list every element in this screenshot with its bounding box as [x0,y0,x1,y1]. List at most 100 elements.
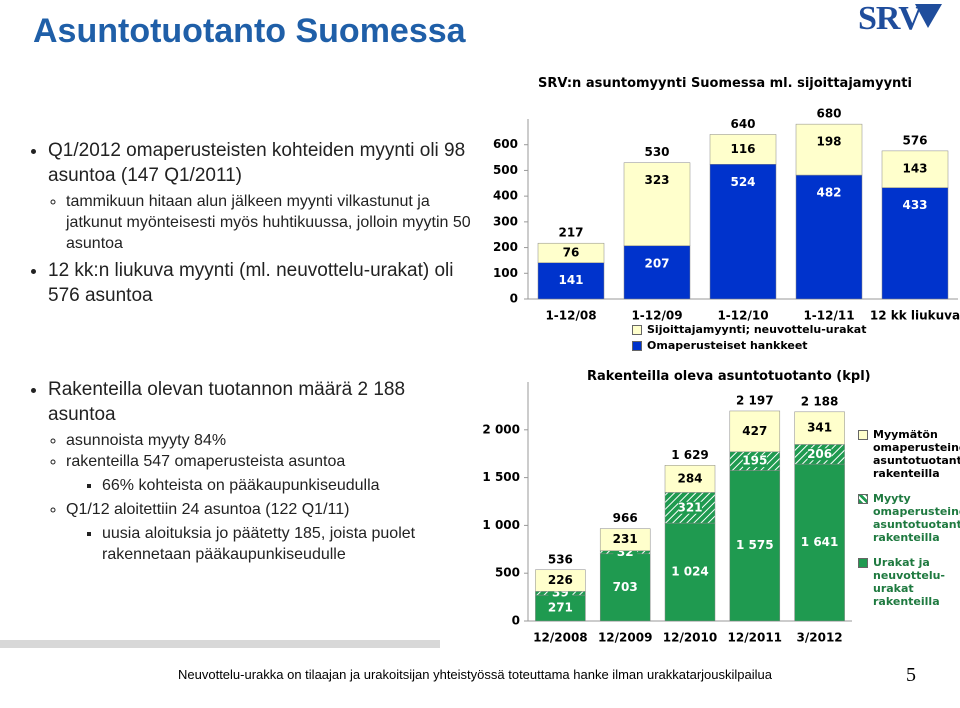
total-label: 2 197 [736,393,774,407]
legend-entry: Omaperusteiset hankkeet [632,339,866,352]
bullet-text: tammikuun hitaan alun jälkeen myynti vil… [66,193,471,252]
legend-swatch [858,430,868,440]
page-number: 5 [906,664,916,686]
bar-segment [535,569,586,592]
bar-segment [664,465,716,493]
legend-label: Myyty omaperusteinen asuntotuotanto rake… [873,492,960,544]
value-label: 195 [742,454,767,468]
total-label: 576 [902,133,927,147]
y-tick-label: 0 [510,292,518,306]
bar-segment [664,522,716,622]
value-label: 226 [548,573,573,587]
bar-segment [729,470,781,622]
y-tick-label: 1 000 [482,518,520,532]
value-label: 206 [807,447,832,461]
bullets-top: Q1/2012 omaperusteisten kohteiden myynti… [26,138,476,312]
value-label: 141 [558,273,583,287]
value-label: 321 [677,500,702,514]
chart-title: SRV:n asuntomyynti Suomessa ml. sijoitta… [538,76,912,91]
y-tick-label: 200 [493,240,518,254]
bar-segment [709,134,777,165]
total-label: 640 [730,117,755,131]
total-label: 966 [613,511,638,525]
x-tick-label: 1-12/10 [717,309,768,323]
value-label: 341 [807,421,832,435]
x-tick-label: 1-12/09 [631,309,682,323]
footer-band [0,640,440,648]
value-label: 482 [816,186,841,200]
y-tick-label: 500 [493,163,518,177]
bar-segment [881,150,949,188]
bar-segment [537,242,605,263]
x-tick-label: 12/2008 [533,631,587,645]
label-box [678,501,702,514]
value-label: 271 [548,601,573,615]
bullet-text: 66% kohteista on pääkaupunkiseudulla [102,477,380,494]
value-label: 1 024 [671,565,709,579]
bar-segment [794,411,845,445]
value-label: 207 [644,256,669,270]
value-label: 1 641 [801,535,839,549]
x-tick-label: 3/2012 [797,631,843,645]
x-tick-label: 12/2011 [728,631,782,645]
bullet-list: Rakenteilla olevan tuotannon määrä 2 188… [26,377,476,565]
footer-note: Neuvottelu-urakka on tilaajan ja urakoit… [178,667,772,682]
total-label: 680 [816,107,841,121]
chart-title: Rakenteilla oleva asuntotuotanto (kpl) [587,369,871,384]
bullet-list: uusia aloituksia jo päätetty 185, joista… [66,523,476,565]
bar-segment [709,164,777,300]
bullet-text: Rakenteilla olevan tuotannon määrä 2 188… [48,379,406,425]
y-tick-label: 600 [493,137,518,151]
y-tick-label: 100 [493,266,518,280]
value-label: 284 [677,471,702,485]
legend-swatch [632,325,642,335]
bullet-text: rakenteilla 547 omaperusteista asuntoa [66,453,346,470]
y-tick-label: 1 500 [482,470,520,484]
y-tick-label: 500 [495,566,520,580]
value-label: 198 [816,135,841,149]
legend-entry: Myymätön omaperusteinen asuntotuotanto r… [858,428,960,480]
bar-segment [794,463,845,622]
bar-segment [537,262,605,300]
bar-segment [599,553,651,622]
legend: Sijoittajamyynti; neuvottelu-urakat Omape… [632,323,866,355]
total-label: 1 629 [671,448,709,462]
bullet: uusia aloituksia jo päätetty 185, joista… [102,523,476,565]
x-tick-label: 12 kk liukuva [870,309,960,323]
legend-entry: Myyty omaperusteinen asuntotuotanto rake… [858,492,960,544]
slide-title: Asuntotuotanto Suomessa [33,12,466,50]
bullet: 66% kohteista on pääkaupunkiseudulla [102,475,476,496]
legend-swatch [632,341,642,351]
value-label: 524 [730,175,755,189]
legend-label: Sijoittajamyynti; neuvottelu-urakat [647,323,867,336]
x-tick-label: 1-12/08 [545,309,596,323]
bullet: asunnoista myyty 84% [66,430,476,451]
legend-label: Urakat ja neuvottelu-urakat rakenteilla [873,556,945,608]
bullet-text: Q1/2012 omaperusteisten kohteiden myynti… [48,140,466,186]
total-label: 536 [548,552,573,566]
bullet-list: 66% kohteista on pääkaupunkiseudulla [66,475,476,496]
value-label: 1 575 [736,538,774,552]
bar-segment [881,187,949,300]
bullet: 12 kk:n liukuva myynti (ml. neuvottelu-u… [48,258,476,308]
bullet: Rakenteilla olevan tuotannon määrä 2 188… [48,377,476,565]
value-label: 143 [902,161,927,175]
value-label: 703 [613,580,638,594]
legend-label: Omaperusteiset hankkeet [647,339,808,352]
y-tick-label: 300 [493,214,518,228]
bullet-text: 12 kk:n liukuva myynti (ml. neuvottelu-u… [48,260,454,306]
value-label: 116 [730,142,755,156]
total-label: 2 188 [801,394,839,408]
value-label: 323 [644,173,669,187]
label-box [807,448,832,461]
total-label: 217 [558,226,583,240]
bullet: tammikuun hitaan alun jälkeen myynti vil… [66,191,476,254]
bar-segment [795,123,863,176]
value-label: 231 [613,532,638,546]
legend-entry: Urakat ja neuvottelu-urakat rakenteilla [858,556,958,608]
bullet: Q1/12 aloitettiin 24 asuntoa (122 Q1/11)… [66,499,476,565]
bar-segment [729,410,781,453]
legend-entry: Sijoittajamyynti; neuvottelu-urakat [632,323,866,336]
bullet-list: tammikuun hitaan alun jälkeen myynti vil… [48,191,476,254]
